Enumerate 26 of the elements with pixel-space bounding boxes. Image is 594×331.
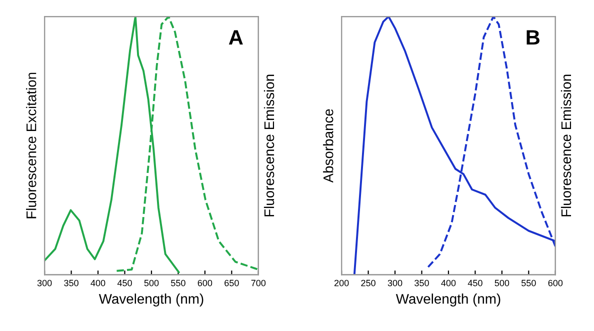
x-tick-label: 600 [198, 280, 212, 286]
x-tick-label: 450 [468, 280, 482, 286]
text: B [526, 30, 540, 45]
x-tick-label: 500 [144, 280, 159, 286]
x-axis-title: Wavelength (nm) [396, 294, 500, 307]
x-tick-label: 650 [224, 280, 239, 286]
y-axis-title: Fluorescence Excitation [26, 72, 36, 218]
x-tick-label: 400 [441, 280, 456, 286]
x-tick-label: 700 [251, 280, 266, 286]
x-tick-label: 350 [64, 280, 78, 286]
x-tick-label: 200 [334, 280, 349, 286]
y-axis-title: Absorbance [323, 109, 334, 183]
x-tick-label: 550 [521, 280, 536, 286]
y2-axis-title: Fluorescence Emission [560, 74, 572, 216]
x-axis-title: Wavelength (nm) [98, 294, 204, 307]
x-tick-label: 350 [414, 280, 429, 286]
x-tick-label: 450 [117, 280, 132, 286]
x-tick-label: 250 [361, 280, 376, 286]
text: A [228, 30, 243, 45]
y2-axis-title: Fluorescence Emission [264, 74, 274, 216]
x-tick-label: 400 [90, 280, 106, 286]
x-tick-label: 600 [548, 280, 563, 286]
x-tick-label: 300 [388, 280, 402, 286]
x-tick-label: 550 [171, 280, 186, 286]
x-tick-label: 500 [494, 280, 510, 286]
x-tick-label: 300 [37, 280, 52, 286]
